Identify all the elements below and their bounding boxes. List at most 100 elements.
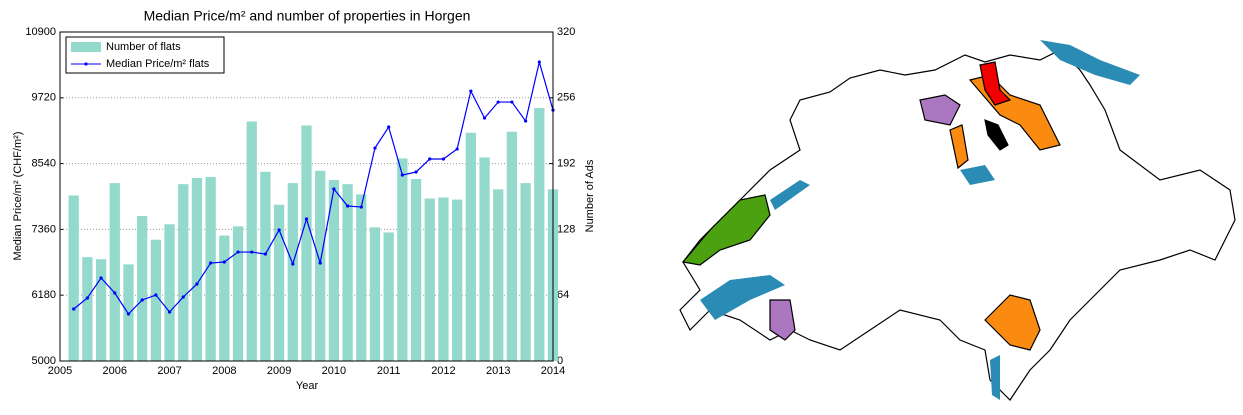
point	[85, 296, 89, 300]
bar	[315, 170, 326, 361]
point	[428, 157, 432, 161]
point	[154, 293, 158, 297]
bar	[383, 232, 394, 361]
bar	[246, 121, 257, 362]
bar	[191, 177, 203, 361]
chart-title: Median Price/m² and number of properties…	[144, 8, 471, 24]
point	[209, 261, 213, 265]
point	[455, 147, 459, 151]
point	[496, 100, 500, 104]
point	[72, 307, 76, 311]
y2-axis-label: Number of Ads	[584, 159, 596, 232]
x-tick-label: 2008	[212, 365, 236, 377]
legend-label: Number of flats	[106, 41, 181, 53]
bar	[164, 224, 175, 361]
point	[537, 60, 541, 64]
point	[195, 282, 199, 286]
bar	[82, 257, 93, 361]
bar	[452, 199, 463, 361]
y2-tick-label: 192	[557, 158, 575, 170]
y-tick-label: 9720	[32, 92, 56, 104]
bar	[493, 189, 504, 361]
y-tick-label: 7360	[32, 223, 56, 235]
y2-tick-label: 0	[557, 355, 563, 367]
lake	[700, 275, 785, 320]
bar	[95, 259, 107, 361]
point	[524, 119, 528, 123]
lake	[1040, 40, 1140, 85]
point	[291, 262, 295, 266]
point	[167, 310, 172, 314]
point	[345, 204, 350, 208]
point	[99, 276, 103, 280]
lake	[990, 355, 1000, 400]
y-tick-label: 10900	[25, 26, 56, 38]
x-tick-label: 2013	[486, 365, 510, 377]
point	[222, 260, 226, 264]
region-green	[681, 194, 771, 266]
y-axis-label: Median Price/m² (CHF/m²)	[12, 132, 24, 261]
bar	[301, 125, 312, 361]
y2-tick-label: 64	[557, 289, 569, 301]
plot-frame	[59, 31, 554, 362]
bar	[328, 180, 340, 361]
x-tick-label: 2006	[103, 365, 127, 377]
region-orange	[984, 294, 1041, 351]
point	[510, 100, 514, 104]
bar	[150, 239, 161, 361]
bar	[534, 108, 545, 361]
bar	[438, 197, 449, 361]
bar	[342, 184, 353, 361]
point	[181, 295, 185, 299]
point	[318, 261, 322, 265]
point	[482, 116, 487, 120]
point	[113, 291, 117, 295]
point	[277, 228, 281, 232]
bar	[68, 195, 79, 361]
region-black	[984, 119, 1009, 151]
y2-tick-label: 320	[557, 26, 575, 38]
plot: 5000 6180 7360 8540 9720 10900 0 64 128 192 256 320…	[25, 26, 575, 377]
legend-marker	[84, 62, 88, 66]
y-tick-label: 8540	[32, 158, 56, 170]
bar	[479, 157, 490, 361]
point	[387, 125, 391, 129]
y2-tick-label: 128	[557, 223, 575, 235]
bar	[205, 176, 216, 361]
point	[414, 170, 418, 174]
point	[469, 89, 473, 93]
map	[679, 49, 1236, 401]
y2-tick-label: 256	[557, 92, 575, 104]
point	[236, 250, 240, 254]
x-tick-label: 2005	[48, 365, 72, 377]
bar	[137, 216, 148, 361]
region-orange-3	[949, 124, 969, 170]
point	[400, 173, 404, 177]
bar	[260, 171, 271, 361]
x-tick-label: 2009	[267, 365, 291, 377]
x-tick-label: 2010	[322, 365, 346, 377]
lake	[960, 165, 995, 185]
bar	[109, 183, 120, 361]
point	[250, 250, 254, 254]
legend-swatch	[71, 42, 101, 52]
bar	[356, 194, 367, 361]
region-purple	[919, 94, 961, 126]
bar	[178, 184, 189, 361]
x-tick-label: 2014	[541, 365, 565, 377]
bar	[410, 179, 422, 361]
y-tick-label: 5000	[32, 355, 56, 367]
bar	[287, 183, 298, 361]
x-tick-label: 2012	[431, 365, 455, 377]
region-purple-2	[769, 299, 796, 341]
line	[73, 59, 554, 315]
bar	[424, 198, 435, 361]
point	[359, 205, 363, 209]
bar	[397, 158, 408, 361]
lake	[770, 180, 810, 210]
point	[263, 252, 268, 256]
region-red	[979, 61, 1012, 106]
bar	[232, 226, 244, 361]
lakes	[700, 40, 1140, 400]
